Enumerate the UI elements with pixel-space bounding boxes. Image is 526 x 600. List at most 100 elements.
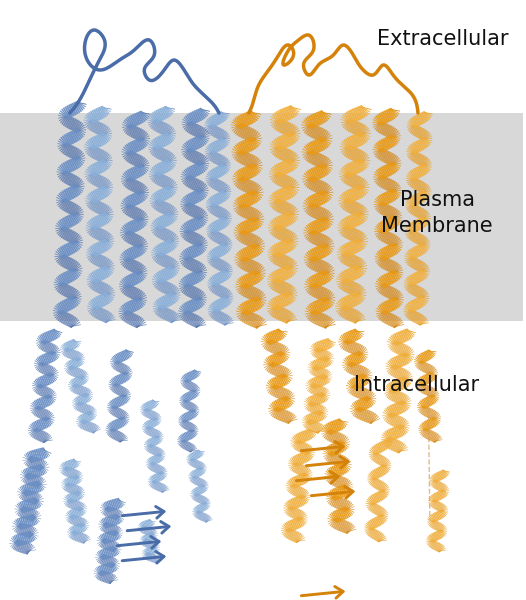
Polygon shape xyxy=(64,497,71,503)
Polygon shape xyxy=(147,462,153,469)
Polygon shape xyxy=(381,490,389,496)
Polygon shape xyxy=(159,472,165,479)
Polygon shape xyxy=(36,464,41,476)
Polygon shape xyxy=(80,375,85,385)
Polygon shape xyxy=(62,344,68,352)
Polygon shape xyxy=(147,540,150,548)
Polygon shape xyxy=(288,506,295,517)
Polygon shape xyxy=(181,400,187,406)
Polygon shape xyxy=(205,125,214,128)
Polygon shape xyxy=(134,113,140,125)
Polygon shape xyxy=(71,262,79,272)
Polygon shape xyxy=(355,331,365,332)
Polygon shape xyxy=(392,341,399,352)
Polygon shape xyxy=(123,395,131,397)
Polygon shape xyxy=(401,398,410,406)
Polygon shape xyxy=(102,186,109,196)
Polygon shape xyxy=(288,416,297,424)
Polygon shape xyxy=(32,515,41,520)
Polygon shape xyxy=(71,292,80,300)
Polygon shape xyxy=(271,272,279,284)
Polygon shape xyxy=(81,375,88,381)
Polygon shape xyxy=(337,279,347,286)
Polygon shape xyxy=(392,239,402,247)
Polygon shape xyxy=(389,234,396,246)
Polygon shape xyxy=(281,256,289,269)
Polygon shape xyxy=(430,500,436,506)
Polygon shape xyxy=(27,531,33,542)
Polygon shape xyxy=(103,180,110,190)
Polygon shape xyxy=(167,185,175,194)
Polygon shape xyxy=(323,219,334,220)
Polygon shape xyxy=(287,205,295,217)
Polygon shape xyxy=(357,206,366,217)
Polygon shape xyxy=(138,526,144,530)
Polygon shape xyxy=(165,187,173,197)
Polygon shape xyxy=(135,298,143,308)
Polygon shape xyxy=(25,468,31,479)
Polygon shape xyxy=(151,253,161,258)
Polygon shape xyxy=(201,513,205,521)
Polygon shape xyxy=(429,388,435,397)
Polygon shape xyxy=(321,369,327,379)
Polygon shape xyxy=(155,559,161,562)
Polygon shape xyxy=(133,219,139,231)
Polygon shape xyxy=(15,507,24,512)
Polygon shape xyxy=(355,314,363,324)
Polygon shape xyxy=(289,462,297,469)
Polygon shape xyxy=(427,538,433,542)
Polygon shape xyxy=(254,218,264,223)
Polygon shape xyxy=(323,217,332,226)
Polygon shape xyxy=(322,357,327,368)
Polygon shape xyxy=(105,293,115,298)
Polygon shape xyxy=(38,340,45,348)
Polygon shape xyxy=(419,209,426,220)
Polygon shape xyxy=(87,113,95,124)
Polygon shape xyxy=(181,146,191,152)
Polygon shape xyxy=(399,343,405,356)
Polygon shape xyxy=(374,121,382,130)
Polygon shape xyxy=(71,367,76,376)
Polygon shape xyxy=(190,493,197,496)
Polygon shape xyxy=(358,211,369,216)
Polygon shape xyxy=(206,173,215,181)
Polygon shape xyxy=(150,411,155,420)
Polygon shape xyxy=(382,311,389,323)
Polygon shape xyxy=(122,200,131,208)
Polygon shape xyxy=(369,450,377,455)
Polygon shape xyxy=(416,127,422,137)
Polygon shape xyxy=(116,516,125,518)
Polygon shape xyxy=(73,469,77,479)
Polygon shape xyxy=(359,185,368,194)
Polygon shape xyxy=(420,428,427,435)
Polygon shape xyxy=(303,417,310,425)
Polygon shape xyxy=(403,373,412,382)
Polygon shape xyxy=(217,207,224,218)
Polygon shape xyxy=(355,329,363,337)
Polygon shape xyxy=(104,539,108,550)
Polygon shape xyxy=(207,257,216,262)
Polygon shape xyxy=(126,178,133,189)
Polygon shape xyxy=(407,277,414,286)
Polygon shape xyxy=(55,227,65,232)
Polygon shape xyxy=(207,203,215,210)
Polygon shape xyxy=(387,152,393,164)
Polygon shape xyxy=(109,515,114,526)
Polygon shape xyxy=(186,248,193,259)
Polygon shape xyxy=(385,408,393,418)
Polygon shape xyxy=(68,215,75,226)
Polygon shape xyxy=(408,172,416,181)
Polygon shape xyxy=(267,382,276,390)
Polygon shape xyxy=(322,164,332,172)
Polygon shape xyxy=(383,465,391,468)
Polygon shape xyxy=(358,375,364,387)
Polygon shape xyxy=(329,473,336,484)
Polygon shape xyxy=(182,148,191,155)
Polygon shape xyxy=(240,125,247,138)
Polygon shape xyxy=(126,232,133,242)
Polygon shape xyxy=(298,432,304,443)
Polygon shape xyxy=(14,520,21,530)
Polygon shape xyxy=(280,352,290,356)
Polygon shape xyxy=(39,461,46,472)
Polygon shape xyxy=(241,152,248,165)
